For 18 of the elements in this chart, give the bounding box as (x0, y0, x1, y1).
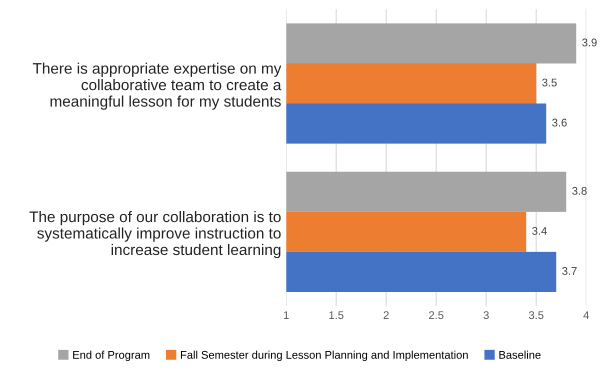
legend-label: Baseline (499, 350, 541, 359)
x-tick-label: 2.5 (429, 311, 444, 320)
x-tick-label: 2 (384, 311, 389, 319)
data-label: 3.7 (562, 267, 577, 275)
x-tick-label: 3 (484, 311, 489, 320)
data-label: 3.6 (552, 118, 567, 127)
legend-label: End of Program (73, 350, 150, 361)
x-tick-label: 3.5 (528, 311, 544, 320)
data-label: 3.8 (572, 186, 587, 195)
x-tick-label: 4 (583, 311, 589, 319)
data-label: 3.4 (532, 226, 547, 235)
legend-label: Fall Semester during Lesson Planning and Implementation (180, 350, 468, 361)
x-tick-label: 1 (284, 311, 289, 319)
y-tick-label: The purpose of our collaboration is to systematically improve instruction to increase student learning (29, 210, 281, 258)
y-tick-label: There is appropriate expertise on my collaborative team to create a meaningful lesson for my students (32, 62, 282, 110)
data-label: 3.9 (582, 38, 597, 46)
x-tick-label: 1.5 (329, 311, 344, 320)
data-label: 3.5 (542, 78, 557, 86)
